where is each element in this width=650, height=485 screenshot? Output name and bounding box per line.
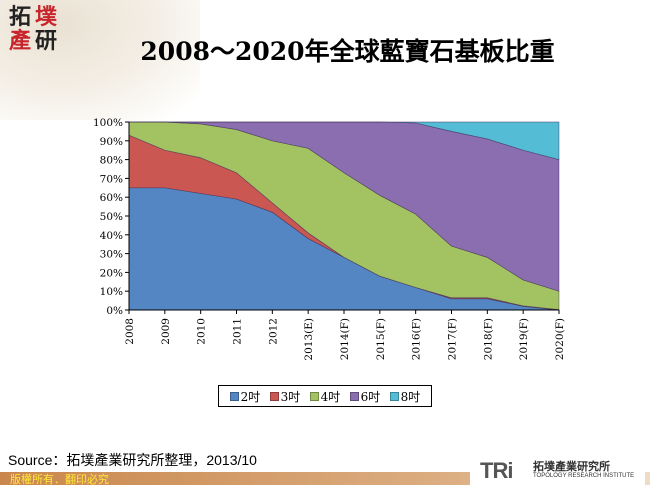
brand-name-en: TOPOLOGY RESEARCH INSTITUTE: [533, 473, 635, 479]
x-tick-label: 2013(E): [303, 318, 315, 361]
legend-label: 6吋: [360, 389, 381, 404]
legend-label: 8吋: [400, 389, 421, 404]
x-tick-label: 2011: [232, 318, 244, 345]
y-tick-label: 80%: [100, 155, 123, 167]
x-tick-label: 2020(F): [554, 318, 566, 360]
y-tick-label: 100%: [93, 117, 123, 129]
x-tick-label: 2018(F): [482, 318, 494, 360]
legend-item: 6吋: [349, 388, 381, 405]
x-tick-label: 2014(F): [339, 318, 351, 360]
area-chart: 0% 10% 20% 30% 40% 50% 60% 70% 80% 90% 100% 2008 200…: [93, 117, 566, 361]
x-tick-label: 2015(F): [375, 318, 387, 360]
y-tick-label: 20%: [100, 267, 123, 279]
copyright-text: 版權所有．翻印必究: [10, 473, 109, 485]
x-tick-label: 2009: [160, 318, 172, 345]
tri-mark: TRi: [480, 458, 513, 483]
legend-swatch: [229, 391, 239, 401]
brand-name: 拓墣產業研究所: [533, 460, 610, 473]
y-tick-label: 10%: [100, 286, 123, 298]
page-title: 2008～2020年全球藍寶石基板比重: [140, 37, 555, 66]
x-tick-label: 2010: [196, 318, 208, 345]
legend-swatch: [309, 391, 319, 401]
y-tick-label: 30%: [100, 249, 123, 261]
x-tick-label: 2016(F): [411, 318, 423, 360]
logo: 拓墣產研: [8, 5, 57, 54]
y-tick-label: 40%: [100, 230, 123, 242]
x-tick-label: 2019(F): [518, 318, 530, 360]
y-tick-label: 50%: [100, 211, 123, 223]
legend-label: 4吋: [320, 389, 341, 404]
y-tick-label: 90%: [100, 136, 123, 148]
legend-item: 4吋: [309, 388, 341, 405]
legend-label: 2吋: [240, 389, 261, 404]
legend-item: 8吋: [389, 388, 421, 405]
x-tick-label: 2017(F): [447, 318, 459, 360]
legend-swatch: [389, 391, 399, 401]
map-background: [0, 0, 200, 120]
legend-item: 2吋: [229, 388, 261, 405]
legend-swatch: [349, 391, 359, 401]
y-tick-label: 0%: [106, 305, 123, 317]
source-note: Source：拓墣產業研究所整理，2013/10: [8, 452, 257, 468]
legend-item: 3吋: [269, 388, 301, 405]
tri-logo: TRi 拓墣產業研究所 TOPOLOGY RESEARCH INSTITUTE: [470, 456, 645, 485]
x-tick-label: 2012: [267, 318, 279, 345]
y-tick-label: 60%: [100, 192, 123, 204]
legend-label: 3吋: [280, 389, 301, 404]
x-tick-label: 2008: [124, 318, 136, 345]
y-tick-label: 70%: [100, 173, 123, 185]
area-series-4: [129, 121, 560, 161]
legend: 2吋 3吋 4吋 6吋 8吋: [218, 385, 432, 407]
legend-swatch: [269, 391, 279, 401]
